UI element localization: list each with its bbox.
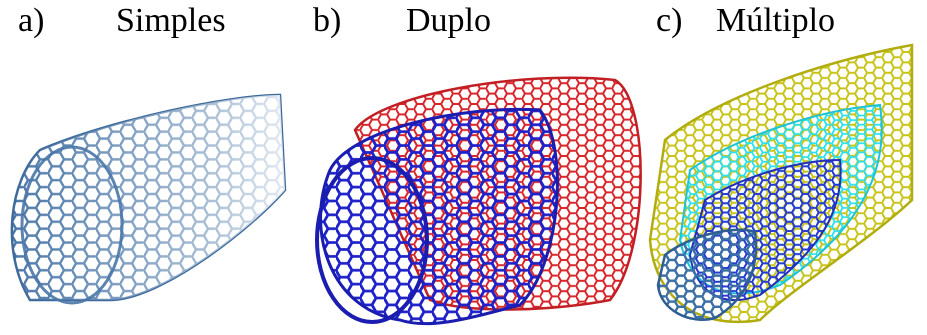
panel-b-title: Duplo [406, 2, 491, 39]
panel-a-tag: a) [18, 2, 45, 39]
panel-c-title: Múltiplo [716, 2, 836, 39]
multi-wall-tube [648, 43, 914, 324]
panel-a-title: Simples [116, 2, 226, 39]
single-wall-tube [10, 93, 287, 305]
panel-b-tag: b) [313, 2, 342, 39]
panel-c-tag: c) [656, 2, 683, 39]
double-wall-tube [315, 76, 642, 326]
